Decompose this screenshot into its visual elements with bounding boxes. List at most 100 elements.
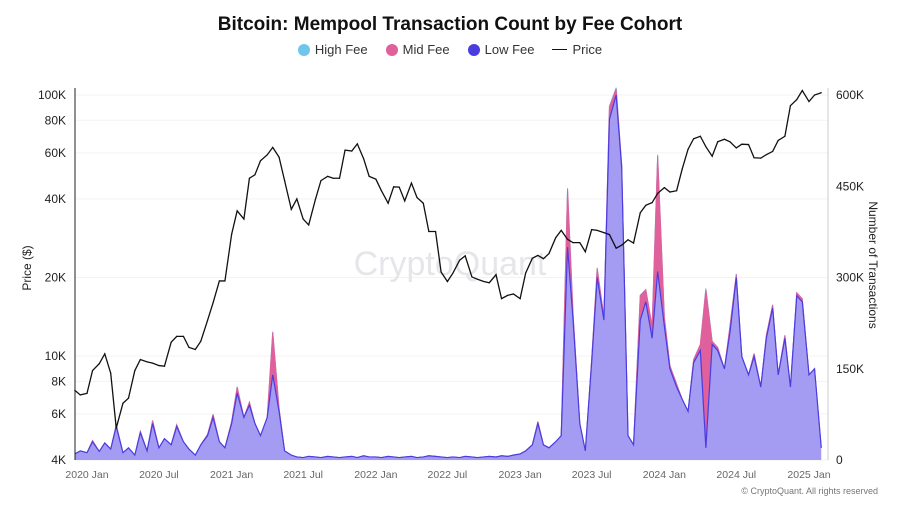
price-point <box>91 369 94 372</box>
price-point <box>146 361 148 363</box>
legend-label: Low Fee <box>484 42 535 57</box>
price-point <box>375 178 377 180</box>
right-tick-label: 600K <box>836 88 864 102</box>
price-point <box>416 196 418 199</box>
x-tick-label: 2020 Jan <box>65 469 108 481</box>
right-tick-label: 300K <box>836 271 864 285</box>
price-point <box>236 210 238 212</box>
price-point <box>188 346 190 348</box>
legend-item-high-fee[interactable]: High Fee <box>297 42 368 57</box>
price-point <box>507 294 509 296</box>
price-point <box>194 348 196 351</box>
price-point <box>765 154 767 156</box>
price-point <box>669 191 671 193</box>
price-point <box>440 271 442 273</box>
price-point <box>356 143 358 145</box>
low-fee-dot-icon <box>467 43 480 56</box>
price-point <box>729 141 731 143</box>
price-point <box>302 218 304 220</box>
high-fee-dot-icon <box>297 43 310 56</box>
legend-label: High Fee <box>314 42 368 57</box>
legend-item-price[interactable]: Price <box>552 42 602 57</box>
price-point <box>537 254 539 257</box>
price-point <box>699 135 701 137</box>
x-tick-label: 2020 Jul <box>139 469 179 481</box>
price-point <box>784 135 786 137</box>
price-point <box>332 177 334 179</box>
price-point <box>206 319 209 322</box>
low-fee-line <box>74 94 822 459</box>
x-tick-label: 2025 Jan <box>787 469 830 481</box>
price-point <box>115 427 117 429</box>
price-point <box>404 200 406 202</box>
x-tick-label: 2021 Jan <box>210 469 253 481</box>
price-point <box>488 282 490 284</box>
price-point <box>79 394 81 396</box>
price-point <box>104 353 106 355</box>
price-point <box>717 141 719 143</box>
legend: High Fee Mid Fee Low Fee Price <box>0 42 900 57</box>
price-point <box>693 138 695 140</box>
price-point <box>134 369 136 372</box>
price-point <box>548 252 550 255</box>
price-point <box>519 298 521 300</box>
left-tick-label: 6K <box>51 407 66 421</box>
left-tick-label: 20K <box>45 271 66 285</box>
price-point <box>747 143 750 146</box>
price-point <box>777 139 779 142</box>
price-point <box>314 198 317 201</box>
price-point <box>338 177 341 179</box>
price-point <box>796 99 798 101</box>
right-tick-label: 450K <box>836 179 864 193</box>
price-point <box>789 105 792 107</box>
price-point <box>663 186 665 189</box>
x-tick-label: 2022 Jul <box>428 469 468 481</box>
price-point <box>387 202 389 204</box>
price-point <box>368 175 370 177</box>
price-point <box>243 218 245 220</box>
price-point <box>266 154 268 156</box>
legend-item-low-fee[interactable]: Low Fee <box>467 42 535 57</box>
price-point <box>380 190 383 192</box>
price-point <box>86 392 88 394</box>
price-point <box>591 229 593 231</box>
price-point <box>801 89 803 92</box>
price-point <box>572 242 574 244</box>
price-point <box>657 192 659 194</box>
price-point <box>296 198 298 200</box>
price-point <box>741 143 743 145</box>
price-point <box>639 212 641 214</box>
price-point <box>705 146 707 148</box>
low-fee-area <box>74 95 822 460</box>
price-point <box>272 146 274 148</box>
price-point <box>676 190 678 192</box>
left-tick-label: 80K <box>45 113 66 127</box>
price-point <box>344 149 346 151</box>
left-tick-label: 10K <box>45 349 66 363</box>
price-point <box>98 363 100 365</box>
price-point <box>566 238 569 240</box>
price-point <box>254 174 256 176</box>
price-point <box>398 186 400 188</box>
left-tick-label: 100K <box>38 88 66 102</box>
price-point <box>410 182 413 184</box>
legend-item-mid-fee[interactable]: Mid Fee <box>385 42 450 57</box>
price-point <box>615 247 617 249</box>
price-point <box>290 208 292 210</box>
price-point <box>363 158 365 160</box>
price-point <box>471 276 473 278</box>
left-tick-label: 40K <box>45 192 66 206</box>
price-point <box>772 150 774 153</box>
x-tick-label: 2024 Jan <box>643 469 686 481</box>
price-point <box>645 204 647 206</box>
price-point <box>820 92 822 94</box>
price-point <box>248 177 251 179</box>
legend-label: Price <box>572 42 603 57</box>
price-point <box>176 335 178 337</box>
price-point <box>152 362 154 364</box>
price-point <box>393 186 395 188</box>
price-point <box>483 280 485 283</box>
price-point <box>434 230 437 233</box>
price-point <box>320 180 322 182</box>
price-point <box>753 157 755 159</box>
